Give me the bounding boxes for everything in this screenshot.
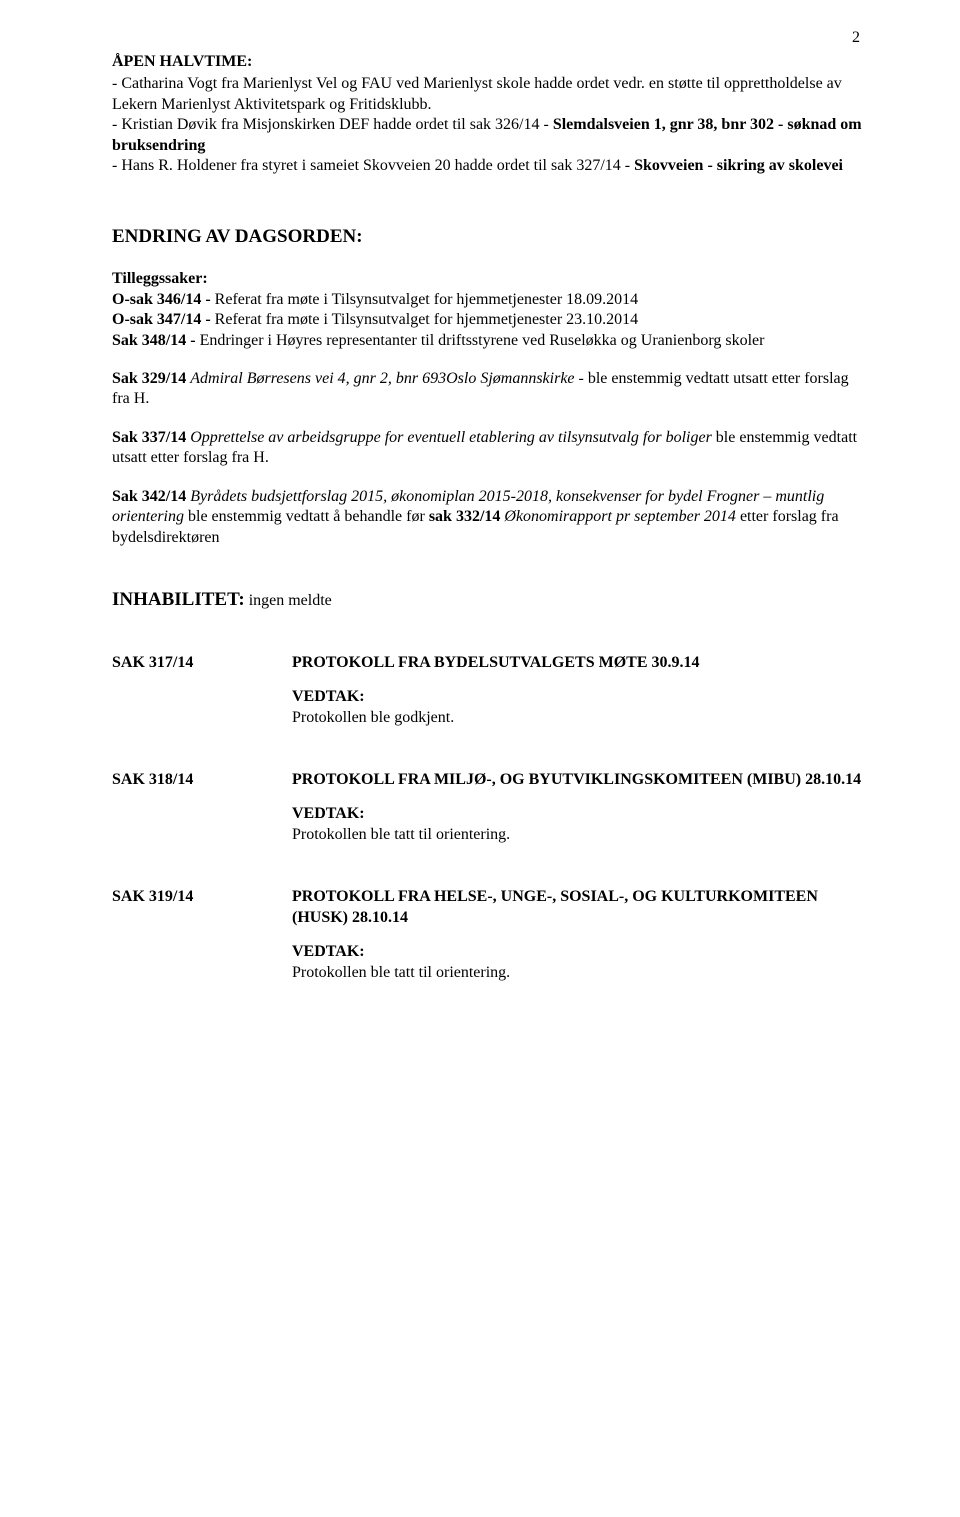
sak-318-vedtak-label: VEDTAK: bbox=[292, 804, 864, 824]
inhab-line: INHABILITET: ingen meldte bbox=[112, 588, 864, 612]
sak-317-id: SAK 317/14 bbox=[112, 653, 292, 673]
open-halvtime-line-3: - Hans R. Holdener fra styret i sameiet … bbox=[112, 156, 864, 176]
inhab-heading: INHABILITET: bbox=[112, 589, 245, 610]
section-open-halvtime: ÅPEN HALVTIME: - Catharina Vogt fra Mari… bbox=[112, 52, 864, 177]
endring-heading: ENDRING AV DAGSORDEN: bbox=[112, 225, 864, 249]
sak-319-body: PROTOKOLL FRA HELSE-, UNGE-, SOSIAL-, OG… bbox=[292, 887, 864, 983]
sak-318-row: SAK 318/14 PROTOKOLL FRA MILJØ-, OG BYUT… bbox=[112, 770, 864, 845]
tillegg-item-348-text: Endringer i Høyres representanter til dr… bbox=[200, 332, 765, 349]
sak-319-title: PROTOKOLL FRA HELSE-, UNGE-, SOSIAL-, OG… bbox=[292, 887, 864, 928]
sak-318-vedtak-text: Protokollen ble tatt til orientering. bbox=[292, 825, 864, 845]
sak-329-id: Sak 329/14 bbox=[112, 370, 190, 387]
tillegg-item-1-id: O-sak 346/14 - bbox=[112, 291, 215, 308]
sak-318-body: PROTOKOLL FRA MILJØ-, OG BYUTVIKLINGSKOM… bbox=[292, 770, 864, 845]
sak-319-row: SAK 319/14 PROTOKOLL FRA HELSE-, UNGE-, … bbox=[112, 887, 864, 983]
open-halvtime-line-2: - Kristian Døvik fra Misjonskirken DEF h… bbox=[112, 115, 864, 156]
inhab-text: ingen meldte bbox=[245, 592, 332, 609]
open-halvtime-line-1: - Catharina Vogt fra Marienlyst Vel og F… bbox=[112, 74, 864, 115]
sak-319-id: SAK 319/14 bbox=[112, 887, 292, 907]
tillegg-item-1-text: Referat fra møte i Tilsynsutvalget for h… bbox=[215, 291, 638, 308]
open-halvtime-heading: ÅPEN HALVTIME: bbox=[112, 52, 864, 72]
sak-337-italic: Opprettelse av arbeidsgruppe for eventue… bbox=[190, 429, 712, 446]
sak-329-italic: Admiral Børresens vei 4, gnr 2, bnr 693O… bbox=[190, 370, 578, 387]
tilleggssaker-heading: Tilleggssaker: bbox=[112, 269, 864, 289]
sak-317-title: PROTOKOLL FRA BYDELSUTVALGETS MØTE 30.9.… bbox=[292, 653, 864, 673]
sak-329-para: Sak 329/14 Admiral Børresens vei 4, gnr … bbox=[112, 369, 864, 410]
sak-342-id: Sak 342/14 bbox=[112, 488, 190, 505]
sak-318-id: SAK 318/14 bbox=[112, 770, 292, 790]
tillegg-item-348-id: Sak 348/14 - bbox=[112, 332, 200, 349]
open-halvtime-line-3-bold: Skovveien - sikring av skolevei bbox=[634, 157, 843, 174]
tillegg-item-1: O-sak 346/14 - Referat fra møte i Tilsyn… bbox=[112, 290, 864, 310]
sak-319-vedtak-label: VEDTAK: bbox=[292, 942, 864, 962]
tillegg-item-348: Sak 348/14 - Endringer i Høyres represen… bbox=[112, 331, 864, 351]
tillegg-item-2: O-sak 347/14 - Referat fra møte i Tilsyn… bbox=[112, 310, 864, 330]
open-halvtime-line-3-pre: - Hans R. Holdener fra styret i sameiet … bbox=[112, 157, 630, 174]
tillegg-item-2-id: O-sak 347/14 - bbox=[112, 311, 215, 328]
sak-317-vedtak-text: Protokollen ble godkjent. bbox=[292, 708, 864, 728]
section-endring-dagsorden: ENDRING AV DAGSORDEN: Tilleggssaker: O-s… bbox=[112, 225, 864, 548]
document-page: 2 ÅPEN HALVTIME: - Catharina Vogt fra Ma… bbox=[0, 0, 960, 1517]
sak-318-title: PROTOKOLL FRA MILJØ-, OG BYUTVIKLINGSKOM… bbox=[292, 770, 864, 790]
tillegg-item-2-text: Referat fra møte i Tilsynsutvalget for h… bbox=[215, 311, 638, 328]
sak-342-para: Sak 342/14 Byrådets budsjettforslag 2015… bbox=[112, 487, 864, 548]
sak-342-italic2: Økonomirapport pr september 2014 bbox=[500, 508, 736, 525]
sak-317-vedtak-label: VEDTAK: bbox=[292, 687, 864, 707]
sak-337-id: Sak 337/14 bbox=[112, 429, 190, 446]
sak-317-row: SAK 317/14 PROTOKOLL FRA BYDELSUTVALGETS… bbox=[112, 653, 864, 728]
sak-342-id2: sak 332/14 bbox=[429, 508, 501, 525]
sak-319-vedtak-text: Protokollen ble tatt til orientering. bbox=[292, 963, 864, 983]
sak-342-mid: ble enstemmig vedtatt å behandle før bbox=[184, 508, 429, 525]
sak-337-para: Sak 337/14 Opprettelse av arbeidsgruppe … bbox=[112, 428, 864, 469]
page-number: 2 bbox=[852, 28, 860, 48]
sak-317-body: PROTOKOLL FRA BYDELSUTVALGETS MØTE 30.9.… bbox=[292, 653, 864, 728]
open-halvtime-line-2-pre: - Kristian Døvik fra Misjonskirken DEF h… bbox=[112, 116, 549, 133]
